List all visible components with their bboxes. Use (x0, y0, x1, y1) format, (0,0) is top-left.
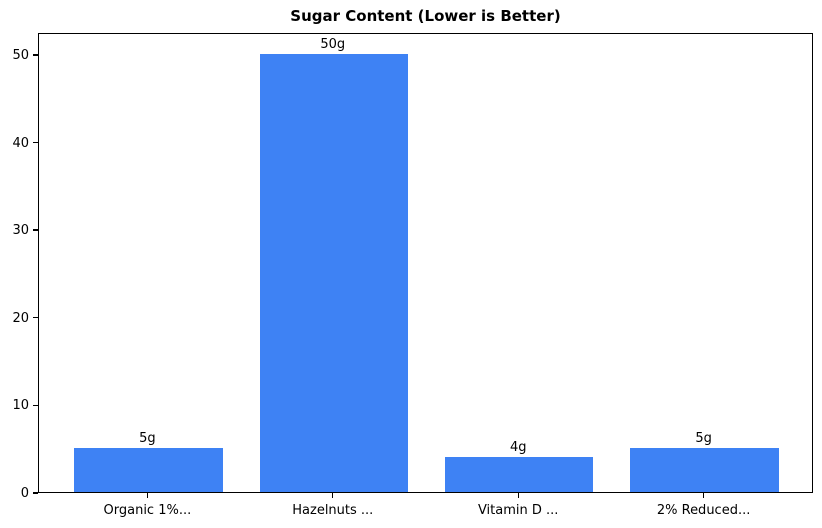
bar-2-reduced (630, 448, 779, 492)
plot-area (38, 33, 813, 493)
y-tick-label: 0 (20, 486, 29, 501)
x-tick-mark (517, 493, 519, 498)
y-tick-label: 30 (12, 223, 29, 239)
chart-title: Sugar Content (Lower is Better) (290, 7, 561, 25)
y-tick-mark (33, 54, 38, 56)
x-tick-label: Vitamin D ... (477, 503, 559, 518)
y-tick-label: 20 (12, 310, 29, 326)
bar-hazelnuts (259, 53, 408, 492)
y-tick-label: 40 (12, 135, 29, 151)
y-tick-mark (33, 141, 38, 144)
bar-vitamin-d (445, 456, 594, 492)
y-tick-mark (33, 404, 38, 407)
y-tick-label: 10 (12, 398, 29, 414)
bar-value-label: 50g (320, 36, 346, 52)
x-tick-mark (146, 493, 149, 498)
bar-value-label: 5g (139, 431, 156, 447)
x-tick-mark (702, 493, 705, 498)
bar-value-label: 5g (695, 431, 712, 447)
y-tick-mark (33, 317, 38, 319)
x-tick-mark (332, 493, 334, 498)
x-tick-label: Hazelnuts ... (292, 503, 374, 518)
bar-organic-1 (74, 448, 223, 492)
y-tick-mark (33, 492, 38, 494)
x-tick-label: Organic 1%... (103, 503, 192, 518)
bar-value-label: 4g (509, 439, 527, 455)
x-tick-label: 2% Reduced... (656, 503, 751, 518)
y-tick-label: 50 (12, 47, 29, 63)
y-tick-mark (33, 229, 38, 231)
